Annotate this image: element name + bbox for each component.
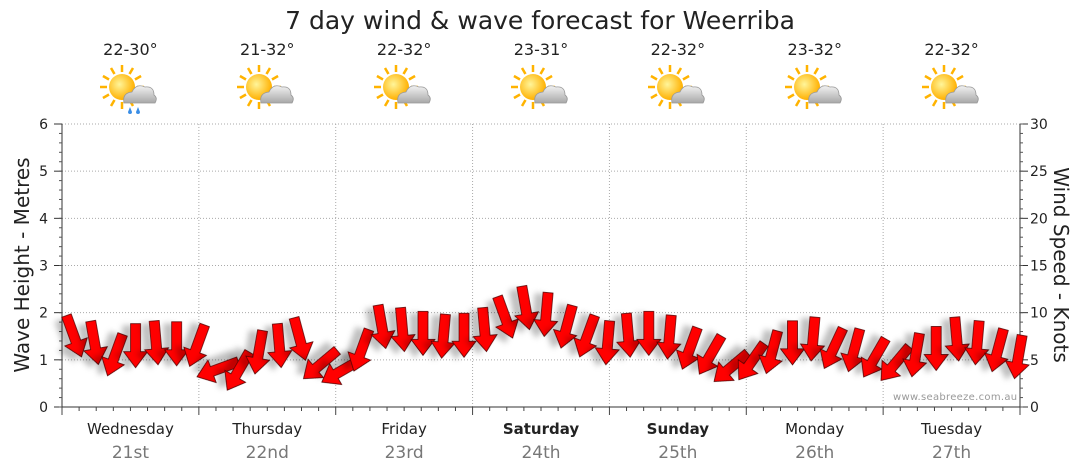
sun-cloud-icon xyxy=(237,65,294,109)
wind-arrow xyxy=(390,306,416,353)
right-tick-label: 20 xyxy=(1030,211,1048,227)
wind-arrow xyxy=(656,314,682,360)
wind-arrow xyxy=(430,313,456,359)
wind-arrow xyxy=(860,335,891,378)
wind-arrow xyxy=(779,320,806,366)
wind-arrow xyxy=(196,356,241,384)
left-tick-label: 5 xyxy=(39,164,48,180)
wind-arrow xyxy=(713,348,752,382)
wind-arrow xyxy=(696,333,727,375)
day-forecast: 23-32° xyxy=(755,40,875,119)
wind-arrow xyxy=(370,303,396,350)
wind-arrow xyxy=(573,313,600,358)
wind-arrow xyxy=(302,346,341,380)
left-tick-label: 0 xyxy=(39,400,48,416)
day-date-label: 21st xyxy=(111,443,149,463)
chart-title: 7 day wind & wave forecast for Weerriba xyxy=(285,6,795,35)
day-date-label: 24th xyxy=(521,443,561,463)
sun-cloud-icon xyxy=(784,65,842,109)
wind-arrow xyxy=(101,332,128,377)
left-tick-label: 1 xyxy=(39,353,48,369)
temperature-range: 23-31° xyxy=(513,40,569,59)
left-tick-label: 6 xyxy=(39,117,48,133)
wind-arrow xyxy=(532,291,559,338)
wind-arrow xyxy=(902,332,928,378)
wind-arrow xyxy=(143,320,170,366)
wind-arrow xyxy=(819,325,848,370)
wind-arrow xyxy=(923,326,950,372)
right-tick-label: 15 xyxy=(1030,259,1048,275)
day-forecast: 22-32° xyxy=(344,40,464,119)
left-tick-label: 2 xyxy=(39,306,48,322)
wind-arrow xyxy=(82,319,109,366)
wind-arrow xyxy=(594,320,621,366)
day-name-label: Sunday xyxy=(646,420,710,438)
right-tick-label: 0 xyxy=(1030,400,1039,416)
watermark: www.seabreeze.com.au xyxy=(893,392,1018,403)
right-tick-label: 25 xyxy=(1030,164,1048,180)
wind-arrow xyxy=(492,294,520,339)
wind-arrow xyxy=(983,327,1009,373)
sun-cloud-icon xyxy=(374,65,431,109)
temperature-range: 22-32° xyxy=(376,40,432,59)
day-date-label: 26th xyxy=(795,443,835,463)
day-forecast: 21-32° xyxy=(207,40,327,119)
wind-arrow xyxy=(616,312,642,358)
left-tick-label: 4 xyxy=(39,211,48,227)
wind-arrow xyxy=(552,303,578,349)
right-tick-label: 30 xyxy=(1030,117,1048,133)
wind-arrow xyxy=(799,316,826,362)
sun-cloud-rain-icon xyxy=(100,65,158,114)
day-date-label: 25th xyxy=(658,443,698,463)
day-forecast: 22-30° xyxy=(70,40,190,119)
wind-arrow xyxy=(964,320,990,366)
wind-arrow xyxy=(122,323,149,369)
day-forecast: 22-32° xyxy=(892,40,1012,119)
day-name-label: Thursday xyxy=(232,420,303,438)
wind-arrow xyxy=(163,321,190,367)
wind-arrow xyxy=(183,322,210,367)
day-name-label: Wednesday xyxy=(87,420,174,438)
wind-arrow xyxy=(1004,334,1030,380)
wind-arrow xyxy=(635,311,662,357)
right-tick-label: 5 xyxy=(1030,353,1039,369)
wind-arrow xyxy=(288,316,314,361)
wind-arrow xyxy=(472,306,498,353)
day-name-label: Monday xyxy=(785,420,845,438)
sun-cloud-icon xyxy=(647,65,705,109)
sun-cloud-icon xyxy=(921,65,979,109)
day-date-label: 27th xyxy=(932,443,972,463)
temperature-range: 23-32° xyxy=(787,40,842,59)
temperature-range: 22-30° xyxy=(103,40,158,59)
temperature-range: 21-32° xyxy=(240,40,295,59)
wind-arrow xyxy=(758,329,783,375)
temperature-range: 22-32° xyxy=(924,40,979,59)
wind-arrow xyxy=(513,284,540,331)
wind-arrow xyxy=(840,327,866,373)
wind-arrow xyxy=(245,329,271,375)
day-date-label: 23rd xyxy=(384,443,424,463)
wind-arrow xyxy=(737,340,769,381)
wind-arrow xyxy=(61,313,88,358)
day-forecast: 22-32° xyxy=(618,40,738,119)
wind-arrow xyxy=(451,312,477,358)
day-name-label: Saturday xyxy=(502,420,580,438)
sun-cloud-icon xyxy=(511,65,568,109)
temperature-range: 22-32° xyxy=(650,40,706,59)
day-date-label: 22nd xyxy=(245,443,289,463)
day-name-label: Tuesday xyxy=(921,420,983,438)
day-forecast: 23-31° xyxy=(481,40,601,119)
right-tick-label: 10 xyxy=(1030,306,1048,322)
wind-arrow xyxy=(347,327,375,372)
wind-arrow xyxy=(944,316,970,362)
wind-arrow xyxy=(267,322,293,369)
day-name-label: Friday xyxy=(381,420,427,438)
wind-arrow xyxy=(224,349,255,391)
wind-arrow xyxy=(410,311,436,357)
wind-arrow xyxy=(675,325,703,370)
wind-arrow xyxy=(880,342,914,381)
left-tick-label: 3 xyxy=(39,259,48,275)
